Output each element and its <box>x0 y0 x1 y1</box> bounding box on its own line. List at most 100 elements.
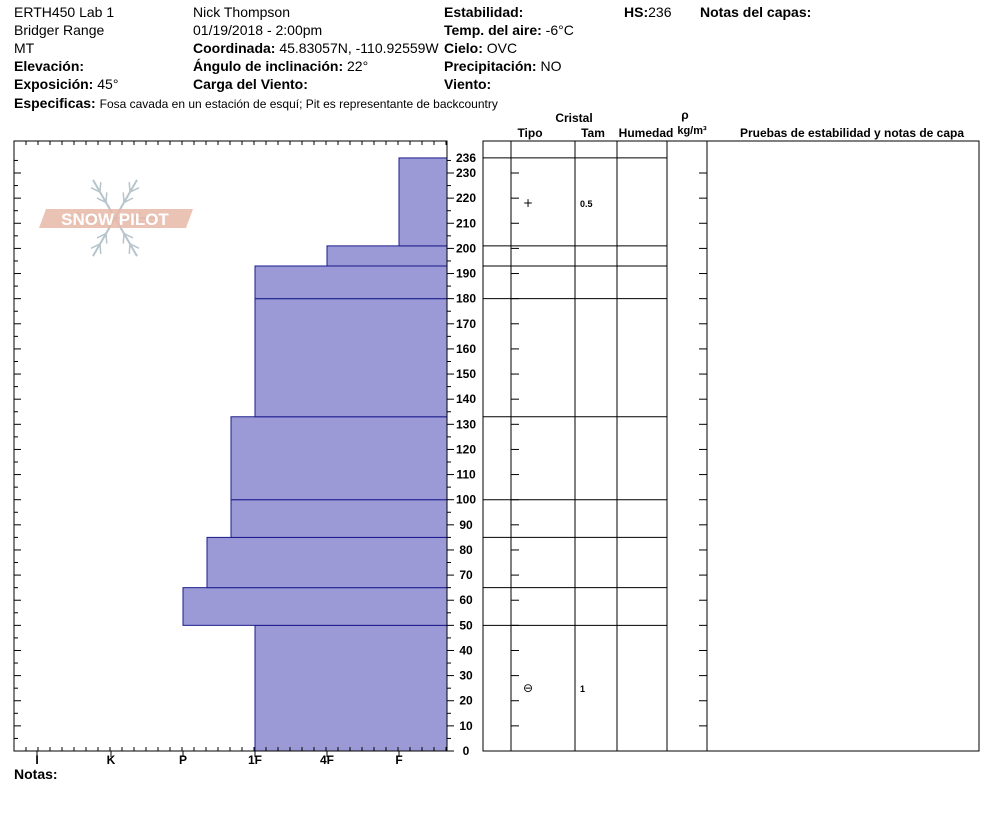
coordinate-label: Coordinada: <box>193 40 276 56</box>
snowflake-branch <box>90 187 101 193</box>
hs-value: 236 <box>648 4 672 20</box>
crystal-type-symbol: ⊖ <box>523 681 533 695</box>
coordinate-row: Coordinada: 45.83057N, -110.92559W <box>193 40 439 56</box>
hardness-bars <box>182 157 448 752</box>
snowflake-branch <box>96 197 107 204</box>
snowflake-branch <box>129 243 140 249</box>
crystal-size: 1 <box>580 684 585 694</box>
crystal-size: 0.5 <box>580 199 593 209</box>
hardness-label: F <box>395 753 402 767</box>
snow-pilot-logo: SNOW PILOT <box>39 179 193 257</box>
height-label: 230 <box>456 166 476 180</box>
snowflake-branch <box>96 232 107 239</box>
height-label: 220 <box>456 191 476 205</box>
cristal-header: Cristal <box>555 111 592 125</box>
exposure-value: 45° <box>97 76 119 92</box>
height-label: 170 <box>456 317 476 331</box>
range-name: Bridger Range <box>14 22 105 38</box>
height-label: 80 <box>459 543 473 557</box>
precip-label: Precipitación: <box>444 58 537 74</box>
height-label: 210 <box>456 216 476 230</box>
elevation-label: Elevación: <box>14 58 85 74</box>
snowflake-branch <box>122 233 125 244</box>
height-label: 110 <box>456 468 476 482</box>
height-label: 150 <box>456 367 476 381</box>
crystal-type-symbol: + <box>523 196 533 210</box>
height-label: 120 <box>456 442 476 456</box>
snowflake-branch <box>90 243 101 249</box>
precip-row: Precipitación: NO <box>444 58 561 74</box>
exposure-label: Exposición: <box>14 76 94 92</box>
height-axis: 0 10 20 30 40 50 60 70 80 90 100 110 120 130 140 150 160… <box>14 141 476 758</box>
hardness-label: 4F <box>320 753 334 767</box>
sky-label: Cielo: <box>444 40 483 56</box>
snowflake-branch <box>128 243 131 255</box>
height-label: 50 <box>459 618 473 632</box>
air-temp-value: -6°C <box>545 22 574 38</box>
layer-notes-label: Notas del capas: <box>700 4 812 20</box>
snowflake-branch <box>122 192 125 203</box>
logo-text: SNOW PILOT <box>61 210 169 229</box>
exposure-row: Exposición: 45° <box>14 76 118 92</box>
hardness-bar <box>230 416 448 501</box>
height-label: 160 <box>456 342 476 356</box>
sky-value: OVC <box>486 40 518 56</box>
logo-banner <box>39 209 193 228</box>
observer-name: Nick Thompson <box>193 4 291 20</box>
hardness-bar <box>230 499 448 538</box>
snowflake-branch <box>123 197 134 204</box>
slope-value: 22° <box>347 58 369 74</box>
hardness-label: I <box>35 753 38 767</box>
hardness-bar <box>182 587 448 626</box>
pruebas-header: Pruebas de estabilidad y notas de capa <box>740 126 964 140</box>
hardness-bar <box>398 157 448 247</box>
tipo-header: Tipo <box>517 126 542 140</box>
course-name: ERTH450 Lab 1 <box>14 4 115 20</box>
hardness-bar <box>254 298 448 418</box>
table-border <box>482 140 980 752</box>
snowflake-branch <box>105 233 108 244</box>
snowflake-branch <box>99 181 102 193</box>
specifics-value: Fosa cavada en un estación de esquí; Pit… <box>99 97 498 111</box>
humedad-header: Humedad <box>619 126 674 140</box>
height-label: 70 <box>459 568 473 582</box>
table-headers: Cristal Tipo Tam Humedad ρ kg/m³ Pruebas… <box>517 108 964 140</box>
slope-row: Ángulo de inclinación: 22° <box>193 58 368 74</box>
snowflake-branch <box>99 243 102 255</box>
stability-label: Estabilidad: <box>444 4 524 20</box>
height-label: 100 <box>456 493 476 507</box>
slope-label: Ángulo de inclinación: <box>193 58 344 74</box>
snowflake-branch <box>123 232 134 239</box>
height-label: 236 <box>456 151 476 165</box>
height-label: 60 <box>459 593 473 607</box>
layer-table <box>482 140 980 752</box>
height-label: 90 <box>459 518 473 532</box>
notas-label: Notas: <box>14 766 58 782</box>
density-unit-header: kg/m³ <box>677 125 707 137</box>
wind-label: Viento: <box>444 76 492 92</box>
snowflake-branch <box>129 187 140 193</box>
height-label: 140 <box>456 392 476 406</box>
height-label: 130 <box>456 417 476 431</box>
height-label: 190 <box>456 267 476 281</box>
height-label: 30 <box>459 669 473 683</box>
height-label: 180 <box>456 292 476 306</box>
state-name: MT <box>14 40 35 56</box>
precip-value: NO <box>540 58 562 74</box>
hardness-bar <box>206 536 448 589</box>
air-temp-label: Temp. del aire: <box>444 22 542 38</box>
hardness-bar <box>326 245 448 267</box>
height-label: 200 <box>456 241 476 255</box>
height-label: 10 <box>459 719 473 733</box>
hardness-bar <box>254 624 448 752</box>
specifics-row: Especificas: Fosa cavada en un estación … <box>14 95 498 112</box>
height-label: 20 <box>459 694 473 708</box>
rho-header: ρ <box>681 108 688 122</box>
crystal-rows: +0.5 ⊖ 1 <box>523 196 593 695</box>
hardness-axis: I K P 1F 4F F <box>35 751 403 767</box>
coordinate-value: 45.83057N, -110.92559W <box>279 40 439 56</box>
hardness-label: 1F <box>248 753 262 767</box>
hs-row: HS:236 <box>624 4 671 20</box>
height-label: 40 <box>459 643 473 657</box>
